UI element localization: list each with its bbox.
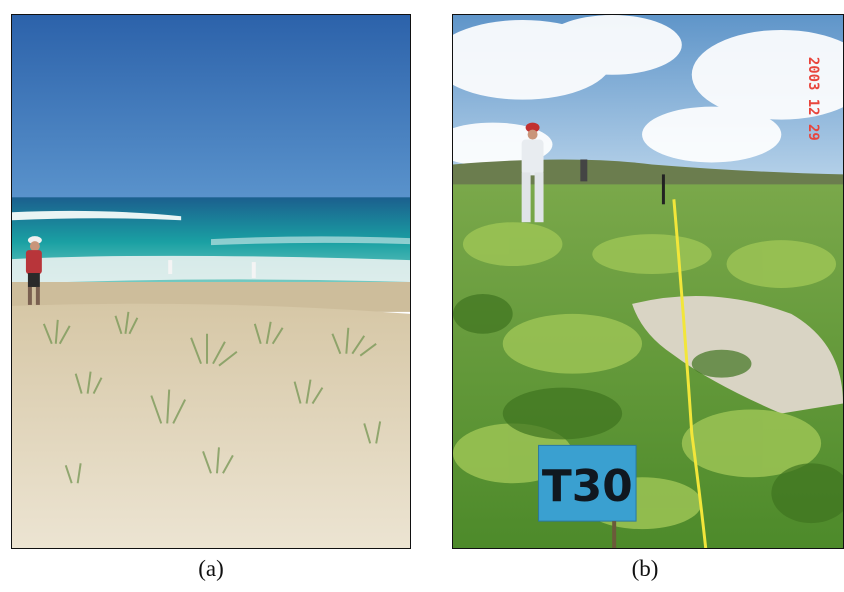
dune-grass [42, 311, 382, 484]
distant-person [580, 159, 588, 182]
caption-a: (a) [198, 556, 224, 581]
foliage-shadows [453, 293, 843, 524]
transect-sign: T30 [538, 444, 637, 548]
person-figure [25, 236, 42, 305]
caption-b: (b) [631, 556, 659, 581]
clouds [453, 15, 843, 167]
dune-sand [12, 303, 410, 548]
marker-post [661, 174, 665, 205]
sky [12, 15, 410, 200]
person-figure [521, 122, 544, 223]
transect-tape [672, 199, 708, 548]
photo-panel-a [11, 14, 411, 549]
sign-label: T30 [542, 461, 633, 512]
date-stamp: 2003 12 29 [805, 57, 821, 141]
photo-panel-b: T30 2003 12 29 [452, 14, 844, 549]
distant-people [168, 260, 256, 279]
beach-photo [12, 15, 410, 548]
wave-line [211, 236, 410, 246]
wave-crest [12, 210, 182, 221]
vegetation-photo: T30 2003 12 29 [453, 15, 843, 548]
surf-foam [12, 255, 410, 284]
